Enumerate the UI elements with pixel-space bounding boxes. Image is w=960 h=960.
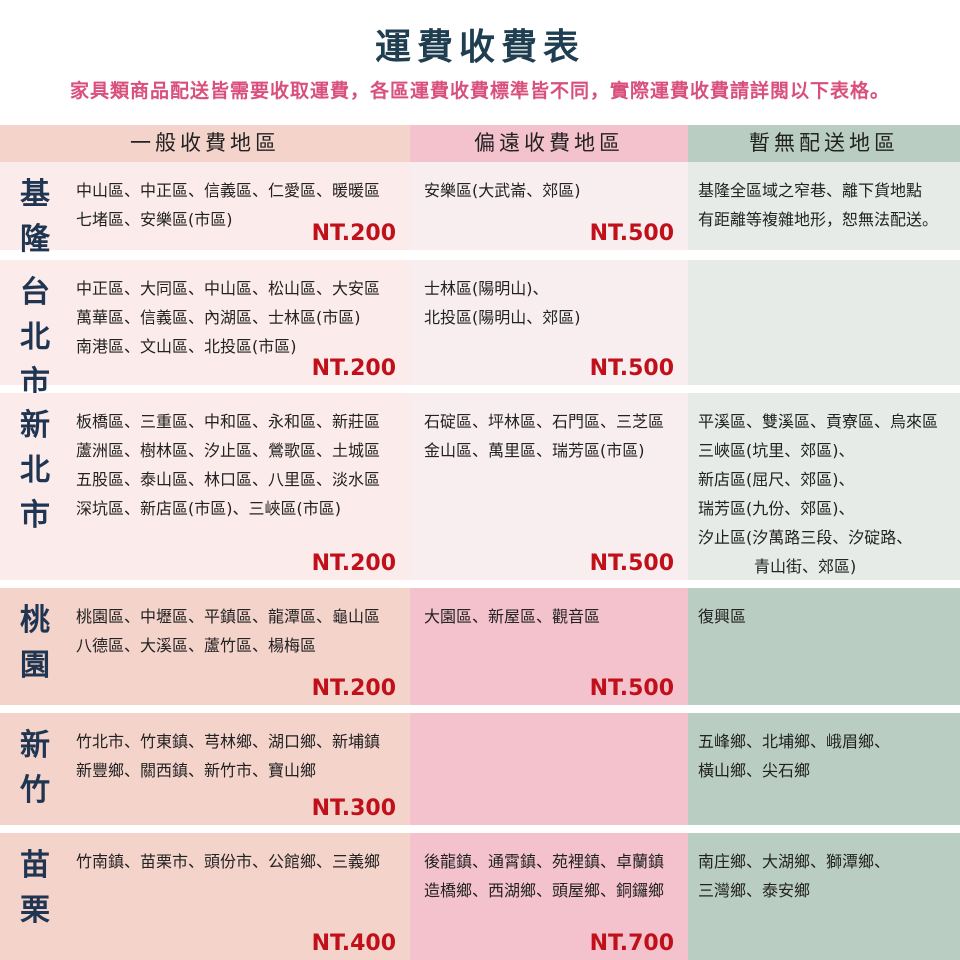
none-cell: 基隆全區域之窄巷、離下貨地點 有距離等複雜地形，恕無法配送。	[688, 162, 960, 250]
remote-cell: 後龍鎮、通霄鎮、苑裡鎮、卓蘭鎮 造橋鄉、西湖鄉、頭屋鄉、銅鑼鄉 NT.700	[410, 833, 688, 960]
page-title: 運費收費表	[374, 27, 585, 68]
district-line: 後龍鎮、通霄鎮、苑裡鎮、卓蘭鎮	[424, 852, 665, 871]
district-line: 平溪區、雙溪區、貢寮區、烏來區	[698, 412, 939, 431]
general-price: NT.200	[311, 356, 396, 381]
general-cell: 中山區、中正區、信義區、仁愛區、暖暖區 七堵區、安樂區(市區) NT.200	[70, 162, 410, 250]
none-cell	[688, 260, 960, 385]
district-line: 五峰鄉、北埔鄉、峨眉鄉、	[698, 732, 891, 751]
table-row: 基隆中山區、中正區、信義區、仁愛區、暖暖區 七堵區、安樂區(市區) NT.200 安樂…	[0, 162, 960, 257]
region-label: 台北市	[0, 260, 70, 400]
table-row: 桃園桃園區、中壢區、平鎮區、龍潭區、龜山區 八德區、大溪區、蘆竹區、楊梅區 NT.2…	[0, 588, 960, 705]
header-none: 暫無配送地區	[688, 125, 960, 162]
district-line: 五股區、泰山區、林口區、八里區、淡水區	[76, 470, 381, 489]
district-line: 南庄鄉、大湖鄉、獅潭鄉、	[698, 852, 891, 871]
remote-price: NT.500	[589, 356, 674, 381]
region-label: 基隆	[0, 162, 70, 257]
district-line: 板橋區、三重區、中和區、永和區、新莊區	[76, 412, 381, 431]
none-cell: 南庄鄉、大湖鄉、獅潭鄉、 三灣鄉、泰安鄉	[688, 833, 960, 960]
district-line: 復興區	[698, 607, 747, 626]
district-line: 深坑區、新店區(市區)、三峽區(市區)	[76, 499, 341, 518]
none-cell: 平溪區、雙溪區、貢寮區、烏來區 三峽區(坑里、郊區)、 新店區(屈尺、郊區)、 瑞芳區…	[688, 393, 960, 580]
remote-price: NT.500	[589, 551, 674, 576]
general-cell: 板橋區、三重區、中和區、永和區、新莊區 蘆洲區、樹林區、汐止區、鶯歌區、土城區 五股…	[70, 393, 410, 580]
region-char: 市	[20, 498, 50, 533]
district-line: 三灣鄉、泰安鄉	[698, 881, 811, 900]
remote-price: NT.500	[589, 221, 674, 246]
district-line: 汐止區(汐萬路三段、汐碇路、	[698, 528, 913, 547]
district-line: 瑞芳區(九份、郊區)、	[698, 499, 855, 518]
region-char: 苗	[20, 848, 50, 883]
region-char: 北	[20, 320, 50, 355]
general-cell: 中正區、大同區、中山區、松山區、大安區 萬華區、信義區、內湖區、士林區(市區) 南港…	[70, 260, 410, 385]
district-line: 士林區(陽明山)、	[424, 279, 549, 298]
district-line: 南港區、文山區、北投區(市區)	[76, 337, 297, 356]
table-row: 新北市板橋區、三重區、中和區、永和區、新莊區 蘆洲區、樹林區、汐止區、鶯歌區、土城…	[0, 393, 960, 580]
region-label: 桃園	[0, 588, 70, 705]
district-line: 橫山鄉、尖石鄉	[698, 761, 811, 780]
general-price: NT.400	[311, 931, 396, 956]
district-line: 新豐鄉、關西鎮、新竹市、寶山鄉	[76, 761, 317, 780]
region-char: 隆	[20, 222, 50, 257]
remote-price: NT.500	[589, 676, 674, 701]
district-line: 中山區、中正區、信義區、仁愛區、暖暖區	[76, 181, 381, 200]
remote-cell: 安樂區(大武崙、郊區) NT.500	[410, 162, 688, 250]
district-line: 竹南鎮、苗栗市、頭份市、公館鄉、三義鄉	[76, 852, 381, 871]
remote-cell: 石碇區、坪林區、石門區、三芝區 金山區、萬里區、瑞芳區(市區) NT.500	[410, 393, 688, 580]
region-label: 苗栗	[0, 833, 70, 960]
general-cell: 竹北市、竹東鎮、芎林鄉、湖口鄉、新埔鎮 新豐鄉、關西鎮、新竹市、寶山鄉 NT.300	[70, 713, 410, 825]
table-row: 苗栗竹南鎮、苗栗市、頭份市、公館鄉、三義鄉 NT.400 後龍鎮、通霄鎮、苑裡鎮、卓…	[0, 833, 960, 960]
district-line: 七堵區、安樂區(市區)	[76, 210, 233, 229]
general-price: NT.200	[311, 676, 396, 701]
district-line: 石碇區、坪林區、石門區、三芝區	[424, 412, 665, 431]
district-line: 八德區、大溪區、蘆竹區、楊梅區	[76, 636, 317, 655]
remote-cell: 大園區、新屋區、觀音區 NT.500	[410, 588, 688, 705]
none-cell: 復興區	[688, 588, 960, 705]
remote-cell	[410, 713, 688, 825]
district-line: 有距離等複雜地形，恕無法配送。	[698, 210, 939, 229]
table-row: 新竹竹北市、竹東鎮、芎林鄉、湖口鄉、新埔鎮 新豐鄉、關西鎮、新竹市、寶山鄉 NT.3…	[0, 713, 960, 825]
district-line: 新店區(屈尺、郊區)、	[698, 470, 855, 489]
district-line: 竹北市、竹東鎮、芎林鄉、湖口鄉、新埔鎮	[76, 732, 381, 751]
region-char: 新	[20, 408, 50, 443]
region-char: 栗	[20, 893, 50, 928]
remote-cell: 士林區(陽明山)、北投區(陽明山、郊區) NT.500	[410, 260, 688, 385]
district-line: 萬華區、信義區、內湖區、士林區(市區)	[76, 308, 361, 327]
header-general: 一般收費地區	[0, 125, 410, 162]
region-char: 新	[20, 728, 50, 763]
district-line: 大園區、新屋區、觀音區	[424, 607, 601, 626]
district-line: 蘆洲區、樹林區、汐止區、鶯歌區、土城區	[76, 441, 381, 460]
header-remote: 偏遠收費地區	[410, 125, 688, 162]
table-row: 台北市中正區、大同區、中山區、松山區、大安區 萬華區、信義區、內湖區、士林區(市區…	[0, 260, 960, 400]
general-cell: 竹南鎮、苗栗市、頭份市、公館鄉、三義鄉 NT.400	[70, 833, 410, 960]
district-line: 北投區(陽明山、郊區)	[424, 308, 581, 327]
district-line: 造橋鄉、西湖鄉、頭屋鄉、銅鑼鄉	[424, 881, 665, 900]
region-char: 竹	[20, 773, 50, 808]
district-line: 基隆全區域之窄巷、離下貨地點	[698, 181, 923, 200]
remote-price: NT.700	[589, 931, 674, 956]
general-price: NT.200	[311, 551, 396, 576]
region-char: 桃	[20, 603, 50, 638]
region-char: 北	[20, 453, 50, 488]
district-line: 安樂區(大武崙、郊區)	[424, 181, 581, 200]
district-line: 三峽區(坑里、郊區)、	[698, 441, 855, 460]
district-line: 青山街、郊區)	[754, 557, 857, 576]
general-cell: 桃園區、中壢區、平鎮區、龍潭區、龜山區 八德區、大溪區、蘆竹區、楊梅區 NT.200	[70, 588, 410, 705]
district-line: 桃園區、中壢區、平鎮區、龍潭區、龜山區	[76, 607, 381, 626]
region-char: 基	[20, 177, 50, 212]
none-cell: 五峰鄉、北埔鄉、峨眉鄉、 橫山鄉、尖石鄉	[688, 713, 960, 825]
region-label: 新竹	[0, 713, 70, 825]
region-char: 園	[20, 648, 50, 683]
district-line: 金山區、萬里區、瑞芳區(市區)	[424, 441, 645, 460]
general-price: NT.200	[311, 221, 396, 246]
page-subtitle: 家具類商品配送皆需要收取運費，各區運費收費標準皆不同，實際運費收費請詳閱以下表格…	[69, 80, 890, 102]
region-label: 新北市	[0, 393, 70, 580]
general-price: NT.300	[311, 796, 396, 821]
region-char: 台	[20, 275, 50, 310]
district-line: 中正區、大同區、中山區、松山區、大安區	[76, 279, 381, 298]
